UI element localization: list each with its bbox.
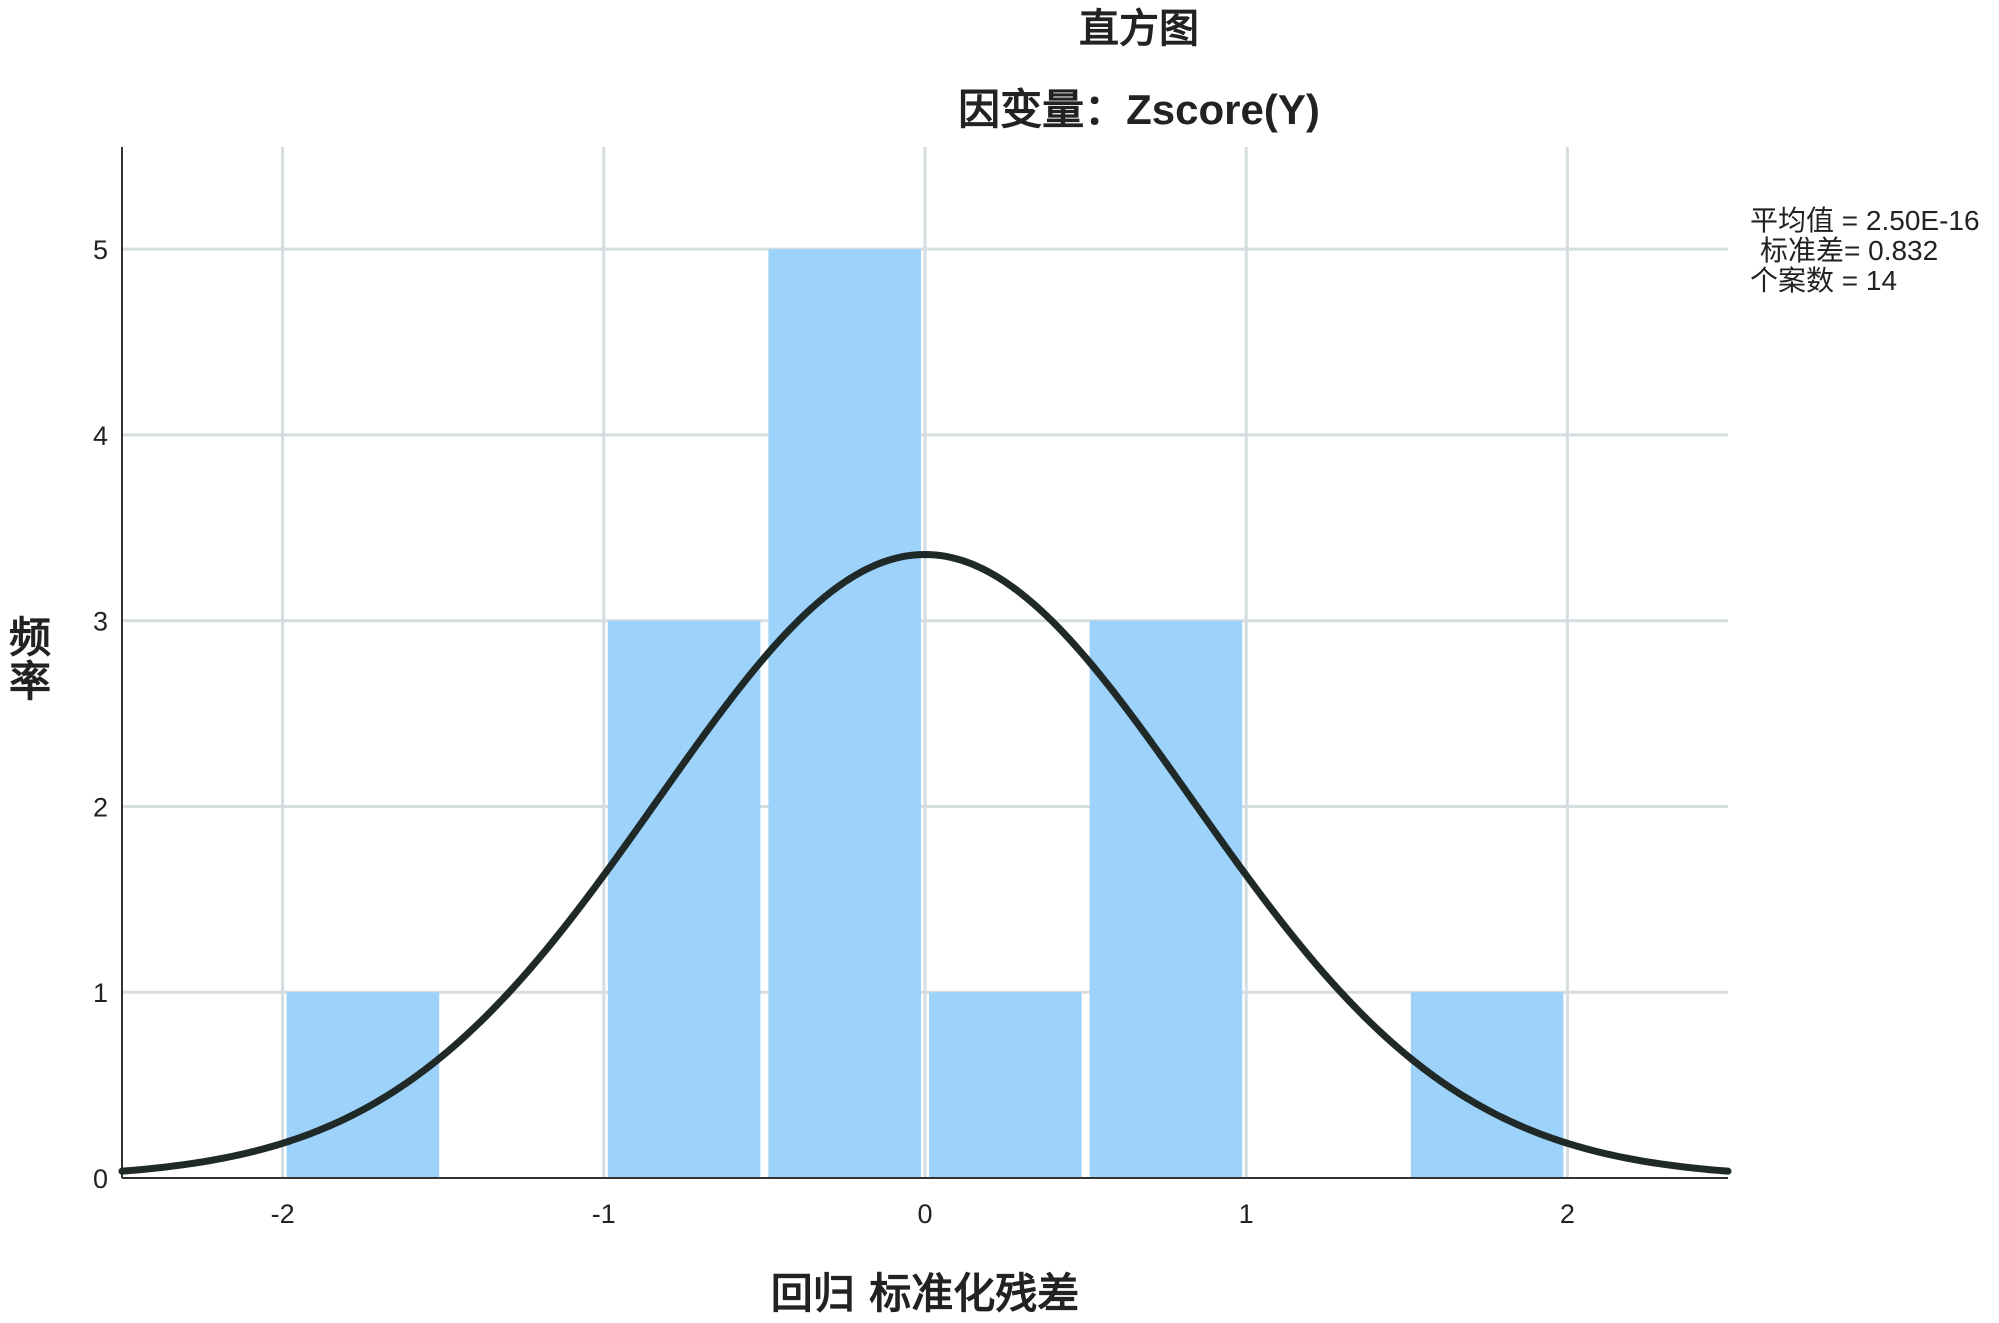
y-tick-label: 4 [93, 421, 108, 451]
y-tick-label: 0 [93, 1164, 108, 1194]
axes [121, 147, 1728, 1179]
y-tick-label: 1 [93, 978, 108, 1008]
x-tick-label: 2 [1560, 1199, 1575, 1229]
x-tick-label: 1 [1239, 1199, 1254, 1229]
x-axis-title: 回归 标准化残差 [771, 1269, 1080, 1318]
normal-curve [118, 550, 1732, 1175]
x-tick-label: 0 [917, 1199, 932, 1229]
chart-subtitle: 因变量：Zscore(Y) [958, 86, 1320, 133]
histogram-bar [929, 992, 1082, 1178]
histogram-bar [1410, 992, 1564, 1178]
y-tick-label: 2 [93, 792, 108, 822]
histogram-bars [286, 249, 1564, 1179]
y-axis-title: 频率 [9, 613, 51, 706]
chart-title: 直方图 [1079, 5, 1199, 52]
histogram-bar [768, 249, 921, 1179]
stat-n: 个案数 = 14 [1750, 265, 1897, 296]
stat-std: 标准差= 0.832 [1760, 235, 1938, 266]
x-tick-label: -2 [271, 1199, 295, 1229]
histogram-bar [607, 620, 761, 1178]
normal-curve-layer [118, 550, 1732, 1175]
tick-labels: -2 -1 0 1 2 0 1 2 3 4 5 [93, 235, 1575, 1229]
histogram-bar [286, 992, 440, 1178]
histogram-bar [1089, 620, 1243, 1178]
stat-mean: 平均值 = 2.50E-16 [1750, 205, 1980, 236]
x-tick-label: -1 [592, 1199, 616, 1229]
y-tick-label: 3 [93, 607, 108, 637]
y-tick-label: 5 [93, 235, 108, 265]
stats-box: 平均值 = 2.50E-16 标准差= 0.832 个案数 = 14 [1750, 205, 1980, 296]
